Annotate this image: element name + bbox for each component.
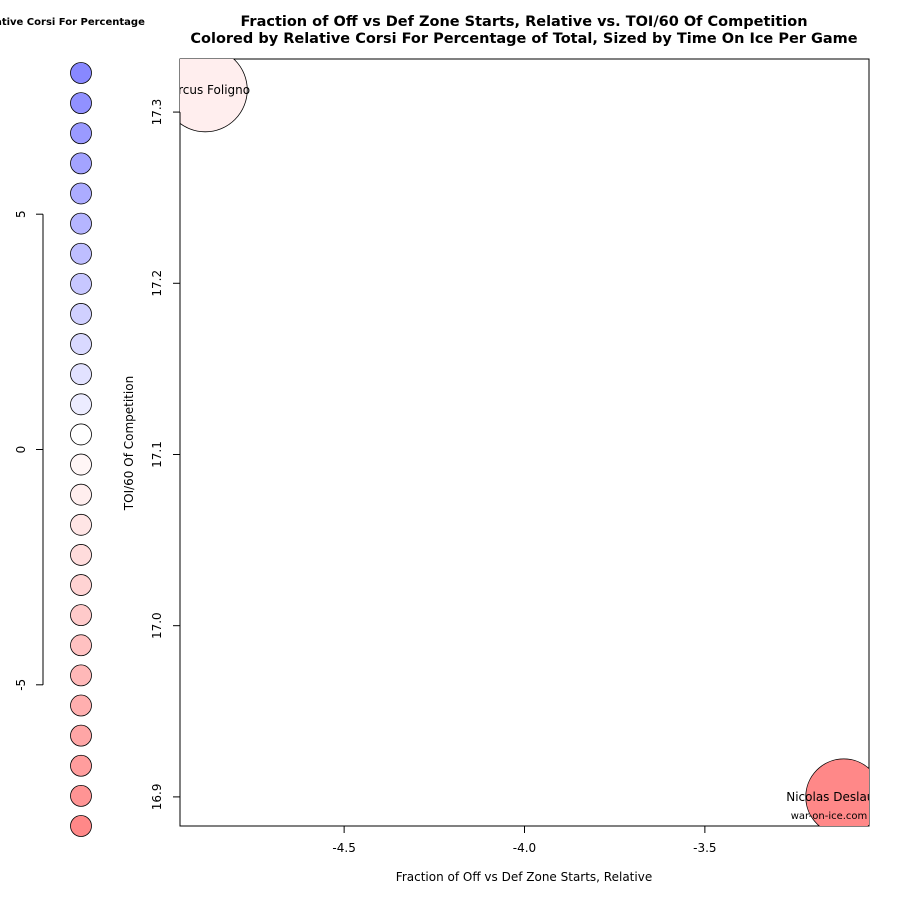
legend-swatch xyxy=(70,784,92,807)
point-label: Marcus Foligno xyxy=(160,83,250,97)
legend-swatch xyxy=(70,303,92,325)
legend-axis: 5 0 -5 xyxy=(14,210,44,691)
legend-swatch xyxy=(70,815,92,837)
x-axis: -4.5 -4.0 -3.5 xyxy=(332,825,717,855)
y-tick-label: 16.9 xyxy=(150,784,164,811)
y-tick-label: 17.3 xyxy=(150,99,164,126)
scatter-points: Marcus Foligno Nicolas Deslauriers xyxy=(160,59,900,826)
legend-swatch xyxy=(70,483,92,506)
scatter-point xyxy=(180,59,248,133)
scatter-point xyxy=(805,758,869,826)
legend-swatch xyxy=(70,634,92,657)
color-legend: Relative Corsi For Percentage 5 0 -5 xyxy=(0,17,145,837)
legend-swatch xyxy=(70,272,92,295)
x-tick-label: -4.0 xyxy=(513,841,536,855)
x-axis-label: Fraction of Off vs Def Zone Starts, Rela… xyxy=(396,870,652,884)
legend-swatch xyxy=(70,182,92,205)
legend-swatch xyxy=(70,122,92,145)
legend-swatch xyxy=(70,212,92,235)
y-tick-label: 17.0 xyxy=(150,612,164,639)
legend-swatch xyxy=(70,694,92,717)
chart-subtitle: Colored by Relative Corsi For Percentage… xyxy=(190,31,857,47)
legend-tick-label: 0 xyxy=(14,446,28,454)
y-tick-label: 17.2 xyxy=(150,270,164,297)
y-tick-label: 17.1 xyxy=(150,441,164,468)
legend-swatches xyxy=(70,62,92,837)
legend-swatch xyxy=(70,152,92,175)
legend-swatch xyxy=(70,724,92,747)
legend-tick-label: 5 xyxy=(14,210,28,218)
x-tick-label: -3.5 xyxy=(693,841,716,855)
credit-label: war-on-ice.com xyxy=(791,811,868,822)
point-label: Nicolas Deslauriers xyxy=(786,790,900,804)
legend-swatch xyxy=(70,453,92,476)
x-tick-label: -4.5 xyxy=(332,841,355,855)
legend-swatch xyxy=(70,333,92,355)
legend-swatch xyxy=(70,92,92,115)
y-axis-label: TOI/60 Of Competition xyxy=(122,376,136,511)
legend-swatch xyxy=(70,754,92,777)
legend-swatch xyxy=(70,544,92,566)
legend-title: Relative Corsi For Percentage xyxy=(0,17,145,28)
legend-swatch xyxy=(70,574,92,596)
plot-frame xyxy=(179,58,870,827)
legend-swatch xyxy=(70,363,92,386)
legend-swatch xyxy=(70,242,92,265)
legend-swatch xyxy=(70,393,92,416)
legend-swatch xyxy=(70,62,92,84)
chart-title: Fraction of Off vs Def Zone Starts, Rela… xyxy=(240,14,807,30)
legend-swatch xyxy=(70,513,92,536)
y-axis: 16.9 17.0 17.1 17.2 17.3 xyxy=(150,99,181,811)
legend-tick-label: -5 xyxy=(14,679,28,691)
legend-swatch xyxy=(70,604,92,627)
legend-swatch xyxy=(70,664,92,687)
legend-swatch xyxy=(70,423,92,446)
